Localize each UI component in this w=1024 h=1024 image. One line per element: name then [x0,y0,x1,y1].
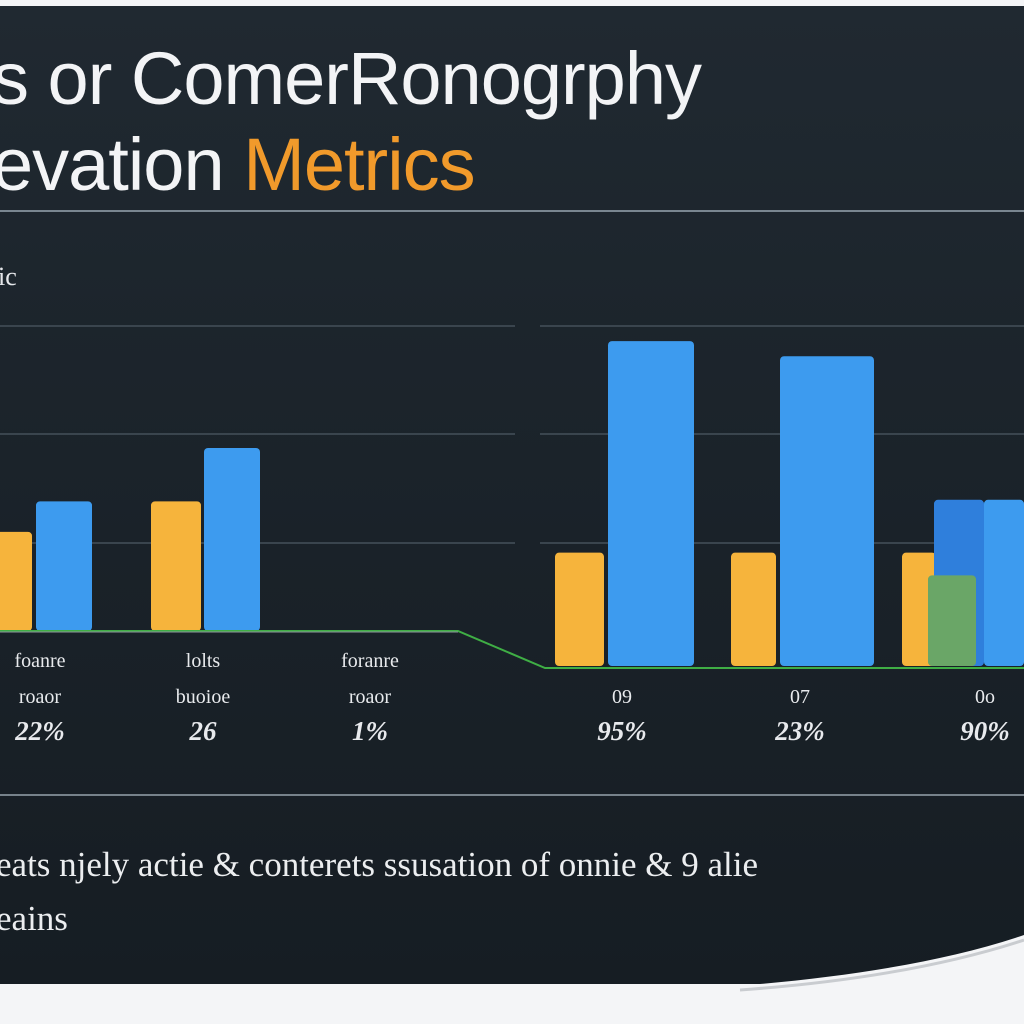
tick-label-1-0-sub: 09 [612,686,632,708]
title-line-2-accent: Metrics [243,123,475,206]
footer-text: eats njely actie & conterets ssusation o… [0,838,1024,946]
title-divider [0,210,1024,212]
bar-1-2-1 [984,499,1024,666]
title-line-2-plain: evation [0,123,244,206]
tick-label-0-2-name: foranre [341,650,399,672]
bar-1-2-0 [902,552,936,666]
tick-label-1-1-value_label: 23% [775,716,825,746]
tick-label-1-2-value_label: 90% [960,716,1010,746]
tick-label-0-2-sub: roaor [348,686,392,708]
tick-label-0-1-value_label: 26 [189,716,217,746]
tick-label-0-0-sub: roaor [18,686,62,708]
tick-label-0-0-name: foanre [14,650,66,672]
bar-1-1-0 [731,552,776,666]
tick-label-0-1-name: lolts [185,650,221,672]
tick-label-0-1-sub: buoioe [175,686,231,708]
tick-label-1-1-sub: 07 [790,686,810,708]
footer-line-1: eats njely actie & conterets ssusation o… [0,845,759,884]
bar-1-0-1 [608,341,694,666]
footer-divider [0,794,1024,796]
chart-subtitle: ic [0,262,17,291]
chart-baseline [0,630,1024,669]
page-title: s or ComerRonogrphy evation Metrics [0,36,702,208]
bar-0-1-1 [204,448,260,631]
tick-label-1-0-value_label: 95% [597,716,647,746]
bar-1-0-0 [555,552,604,666]
tick-label-1-2-sub: 0o [975,686,995,708]
bar-0-0-1 [36,501,92,631]
bar-0-1-0 [151,501,201,631]
tick-label-0-0-value_label: 22% [15,716,65,746]
title-line-1: s or ComerRonogrphy [0,37,702,120]
bar-1-1-1 [780,356,874,666]
tick-label-0-2-value_label: 1% [352,716,388,746]
bar-1-2-3 [928,575,976,666]
footer-line-2: eains [0,899,68,938]
bar-0-0-0 [0,531,32,631]
